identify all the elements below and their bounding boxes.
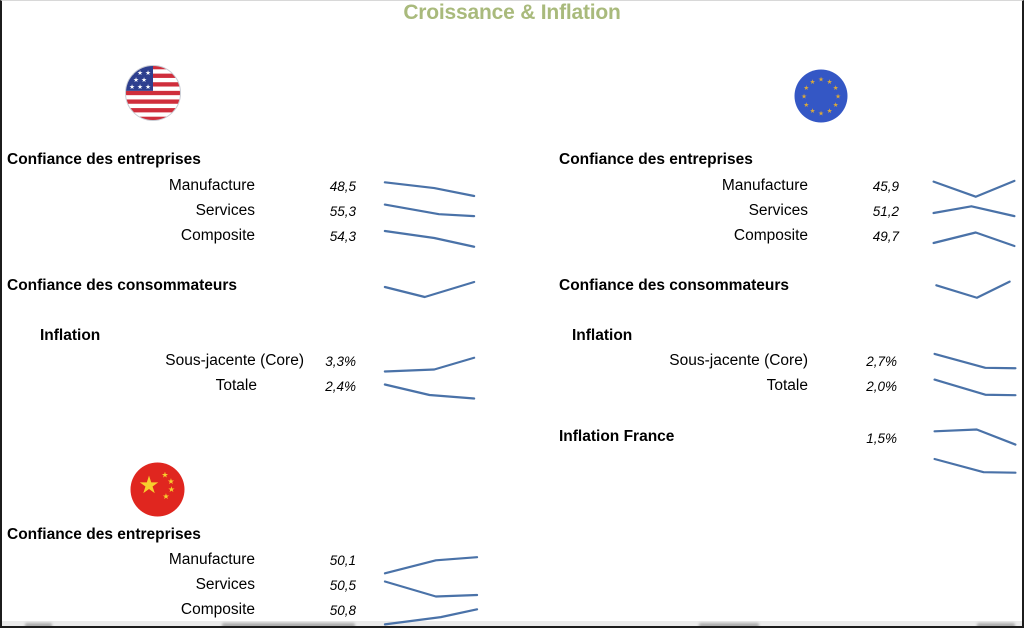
svg-text:★: ★	[145, 83, 151, 91]
svg-text:★: ★	[129, 83, 135, 91]
svg-text:★: ★	[137, 69, 143, 77]
svg-text:★: ★	[162, 492, 169, 501]
us-manufacture-label: Manufacture	[168, 177, 255, 194]
eu-consumers-sparkline	[934, 278, 1012, 304]
svg-text:★: ★	[161, 471, 168, 480]
us-composite-value: 54,3	[329, 229, 356, 244]
svg-text:★: ★	[827, 78, 833, 86]
eu-manufacture-sparkline	[931, 178, 1017, 202]
svg-text:★: ★	[801, 93, 807, 101]
china-business-confidence-header: Confiance des entreprises	[7, 526, 201, 543]
svg-text:★: ★	[137, 83, 143, 91]
eu-manufacture-value: 45,9	[872, 179, 899, 194]
cutoff-text-remnant	[977, 623, 1015, 626]
china-services-sparkline	[382, 577, 480, 602]
us-composite-sparkline	[382, 226, 477, 251]
eu-total-inflation-sparkline	[932, 376, 1018, 400]
china-manufacture-label: Manufacture	[168, 551, 255, 568]
svg-text:★: ★	[810, 107, 816, 115]
svg-text:★: ★	[145, 69, 151, 77]
svg-text:★: ★	[835, 93, 841, 101]
us-core-inflation-label: Sous-jacente (Core)	[165, 352, 304, 369]
us-consumers-sparkline	[382, 279, 477, 304]
eu-manufacture-label: Manufacture	[721, 177, 808, 194]
eu-composite-sparkline	[931, 226, 1017, 251]
us-services-sparkline	[382, 201, 477, 225]
china-manufacture-value: 50,1	[329, 553, 356, 568]
svg-text:★: ★	[133, 76, 139, 84]
svg-text:★: ★	[803, 84, 809, 92]
inflation-france-sparkline-2	[932, 453, 1018, 477]
us-services-label: Services	[195, 202, 255, 219]
eu-composite-value: 49,7	[872, 229, 899, 244]
svg-text:★: ★	[827, 107, 833, 115]
us-inflation-header: Inflation	[40, 327, 101, 344]
eu-services-value: 51,2	[872, 204, 899, 219]
inflation-france-header: Inflation France	[559, 428, 675, 445]
eu-flag-icon: ★ ★ ★ ★ ★ ★ ★ ★ ★ ★ ★ ★	[794, 69, 848, 123]
eu-consumer-confidence-header: Confiance des consommateurs	[559, 277, 789, 294]
eu-services-label: Services	[748, 202, 808, 219]
eu-inflation-header: Inflation	[572, 327, 633, 344]
china-composite-label: Composite	[180, 601, 255, 618]
svg-text:★: ★	[818, 76, 824, 84]
us-services-value: 55,3	[329, 204, 356, 219]
eu-total-inflation-value: 2,0%	[866, 379, 897, 394]
svg-text:★: ★	[168, 485, 175, 494]
us-total-inflation-label: Totale	[215, 377, 257, 394]
us-total-inflation-sparkline	[382, 380, 477, 405]
inflation-france-sparkline-1	[932, 423, 1018, 449]
us-flag-icon: ★ ★ ★ ★ ★ ★ ★ ★	[125, 65, 181, 121]
cutoff-text-remnant	[222, 623, 355, 626]
cutoff-row-strip	[2, 621, 1022, 626]
svg-text:★: ★	[141, 76, 147, 84]
us-business-confidence-header: Confiance des entreprises	[7, 151, 201, 168]
svg-text:★: ★	[167, 477, 174, 486]
eu-core-inflation-sparkline	[932, 351, 1018, 375]
china-composite-sparkline	[382, 601, 480, 627]
us-core-inflation-sparkline	[382, 354, 477, 379]
china-services-label: Services	[195, 576, 255, 593]
cutoff-text-remnant	[25, 623, 52, 626]
china-manufacture-sparkline	[382, 552, 480, 578]
eu-core-inflation-label: Sous-jacente (Core)	[669, 352, 808, 369]
us-consumer-confidence-header: Confiance des consommateurs	[7, 277, 237, 294]
eu-total-inflation-label: Totale	[766, 377, 808, 394]
us-manufacture-value: 48,5	[329, 179, 356, 194]
us-composite-label: Composite	[180, 227, 255, 244]
page-title: Croissance & Inflation	[403, 1, 621, 24]
svg-text:★: ★	[818, 110, 824, 118]
cutoff-text-remnant	[699, 623, 759, 626]
eu-services-sparkline	[931, 201, 1017, 225]
svg-text:★: ★	[833, 84, 839, 92]
us-core-inflation-value: 3,3%	[325, 354, 356, 369]
svg-text:★: ★	[138, 471, 160, 499]
us-total-inflation-value: 2,4%	[325, 379, 356, 394]
eu-core-inflation-value: 2,7%	[866, 354, 897, 369]
svg-text:★: ★	[833, 101, 839, 109]
svg-text:★: ★	[803, 101, 809, 109]
svg-text:★: ★	[810, 78, 816, 86]
inflation-france-value: 1,5%	[866, 431, 897, 446]
eu-composite-label: Composite	[733, 227, 808, 244]
eu-business-confidence-header: Confiance des entreprises	[559, 151, 753, 168]
china-services-value: 50,5	[329, 578, 356, 593]
us-manufacture-sparkline	[382, 178, 477, 202]
china-flag-icon: ★ ★ ★ ★ ★	[130, 462, 185, 517]
china-composite-value: 50,8	[329, 603, 356, 618]
